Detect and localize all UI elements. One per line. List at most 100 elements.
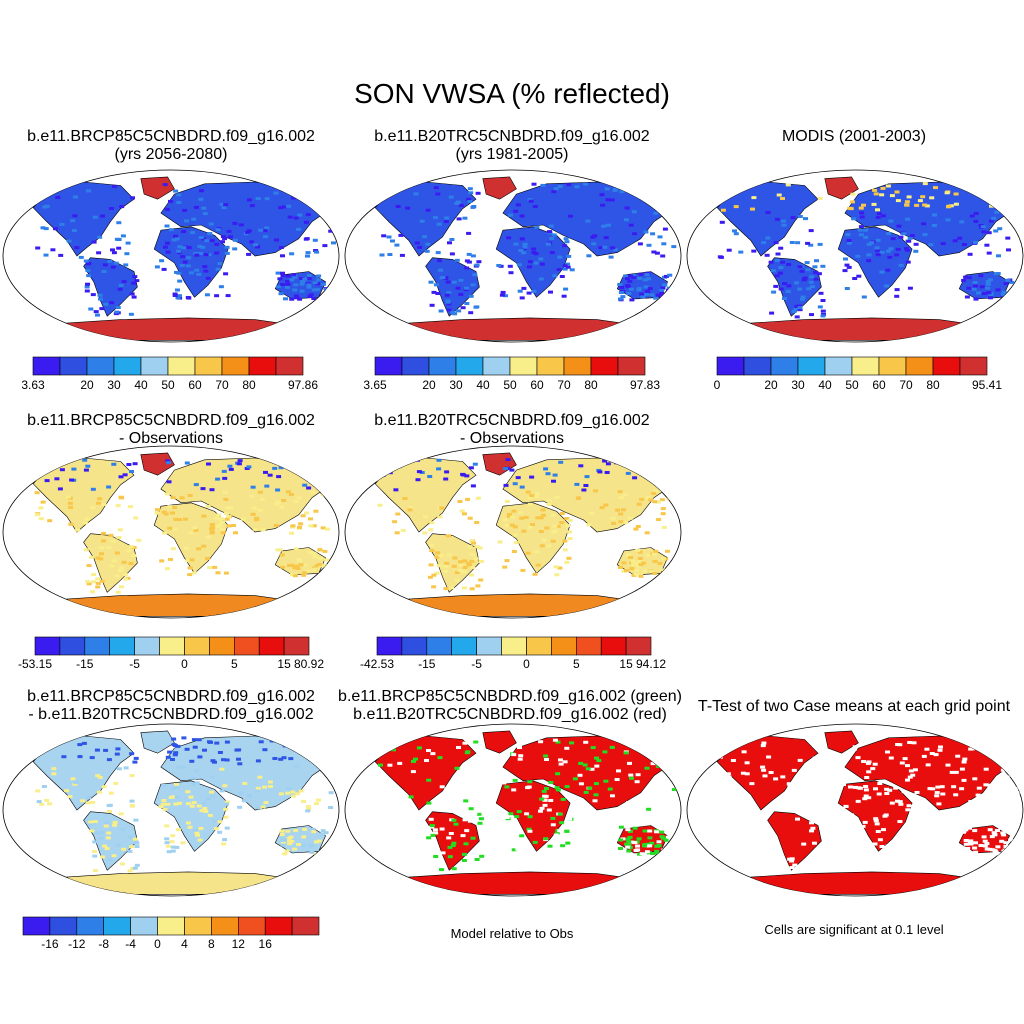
- map-cell: [110, 265, 116, 269]
- map-cell: [550, 513, 556, 517]
- map-cell: [523, 515, 529, 519]
- map-cell: [439, 785, 445, 789]
- map-cell: [1016, 790, 1021, 794]
- map-cell: [426, 778, 432, 782]
- map-cell: [562, 264, 568, 268]
- map-cell: [417, 245, 423, 249]
- map-cell: [387, 763, 393, 767]
- map-cell: [583, 182, 589, 186]
- panel-7-title-line2: - b.e11.B20TRC5CNBDRD.f09_g16.002: [28, 706, 314, 723]
- map-cell: [960, 830, 966, 834]
- map-cell: [651, 250, 657, 254]
- colorbar-p3: 0 20 30 40 50 60 70 80 95.41: [714, 356, 1002, 392]
- map-cell: [91, 573, 97, 576]
- colorbar-tick-label: 80: [584, 378, 598, 392]
- map-cell: [1005, 827, 1011, 831]
- map-cell: [99, 307, 105, 311]
- map-cell: [289, 493, 294, 497]
- map-cell: [70, 777, 76, 781]
- map-cell: [432, 828, 438, 832]
- map-cell: [885, 249, 891, 253]
- map-cell: [439, 506, 445, 510]
- map-cell: [187, 573, 193, 577]
- map-cell: [885, 750, 890, 754]
- continent-eurasia: [844, 735, 1017, 811]
- map-cell: [203, 809, 209, 813]
- map-cell: [462, 216, 468, 220]
- map-cell: [264, 484, 270, 488]
- map-cell: [612, 248, 618, 252]
- map-cell: [167, 526, 173, 530]
- map-cell: [577, 773, 583, 777]
- map-cell: [423, 515, 428, 519]
- map-cell: [66, 239, 72, 243]
- map-cell: [170, 511, 175, 515]
- map-cell: [820, 299, 826, 302]
- map-cell: [796, 304, 802, 308]
- map-cell: [98, 836, 104, 840]
- map-cell: [567, 817, 573, 821]
- continent-africa: [153, 502, 229, 574]
- map-cell: [289, 252, 295, 256]
- map-cell: [447, 855, 453, 859]
- map-cell: [548, 224, 554, 228]
- map-cell: [274, 502, 280, 506]
- map-cell: [179, 496, 185, 500]
- map-cell: [653, 549, 659, 553]
- map-cell: [984, 847, 990, 851]
- map-cell: [502, 518, 508, 522]
- map-cell: [181, 246, 187, 250]
- map-cell: [963, 839, 969, 842]
- map-cell: [378, 763, 383, 767]
- map-cell: [448, 195, 454, 199]
- map-cell: [933, 186, 938, 190]
- map-cell: [92, 820, 98, 824]
- map-cell: [454, 766, 460, 770]
- map-cell: [302, 827, 308, 831]
- map-cell: [583, 790, 589, 794]
- map-cell: [427, 475, 433, 478]
- map-cell: [328, 791, 334, 795]
- map-cell: [233, 531, 238, 535]
- map-cell: [313, 509, 319, 513]
- colorbar-box: [625, 636, 652, 656]
- map-cell: [800, 868, 806, 872]
- colorbar-box: [905, 356, 934, 376]
- map-cell: [984, 842, 990, 846]
- map-cell: [304, 511, 310, 515]
- map-cell: [164, 224, 170, 228]
- map-cell: [848, 785, 853, 789]
- map-cell: [983, 767, 989, 771]
- map-cell: [405, 206, 411, 210]
- map-cell: [512, 778, 518, 782]
- map-cell: [988, 219, 994, 223]
- map-cell: [905, 260, 911, 264]
- map-cell: [567, 214, 573, 218]
- map-cell: [466, 260, 472, 264]
- map-cell: [121, 847, 127, 851]
- colorbar-tick-label: -16: [41, 937, 59, 951]
- map-cell: [972, 846, 978, 850]
- map-cell: [462, 741, 468, 745]
- map-cell: [95, 585, 101, 589]
- map-cell: [433, 216, 438, 220]
- map-cell: [894, 850, 899, 854]
- map-cell: [628, 556, 634, 559]
- map-cell: [605, 462, 611, 466]
- panel-4-title: b.e11.BRCP85C5CNBDRD.f09_g16.002 - Obser…: [0, 412, 342, 448]
- map-cell: [644, 531, 650, 535]
- map-cell: [223, 571, 229, 575]
- map-cell: [70, 219, 76, 223]
- map-cell: [392, 520, 398, 524]
- map-cell: [119, 585, 125, 589]
- map-cell: [97, 775, 103, 779]
- map-cell: [866, 770, 872, 774]
- map-cell: [454, 258, 460, 262]
- map-cell: [637, 276, 643, 280]
- map-cell: [472, 812, 478, 816]
- map-cell: [170, 496, 176, 500]
- map-cell: [665, 835, 671, 839]
- map-cell: [631, 562, 637, 566]
- map-cell: [257, 806, 263, 810]
- map-cell: [154, 265, 160, 269]
